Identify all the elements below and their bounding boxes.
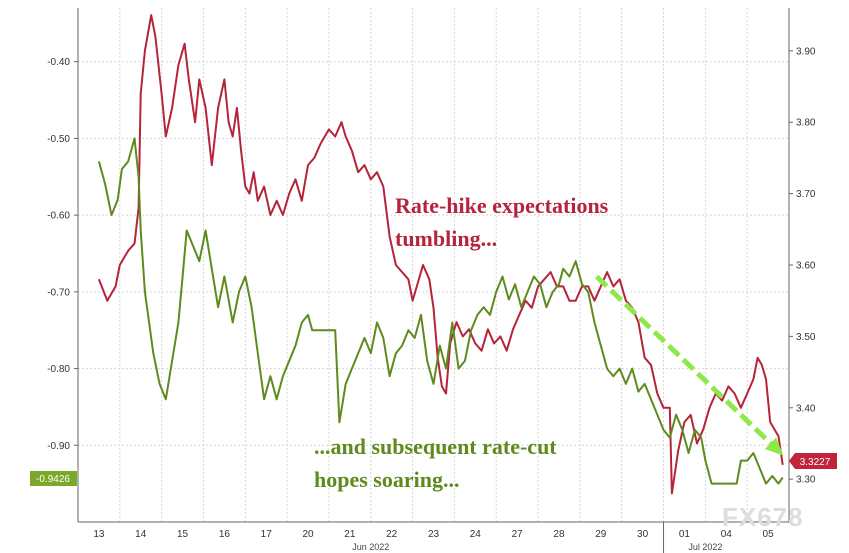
left-tick-label: -0.80 <box>47 364 70 375</box>
x-tick-label: 29 <box>595 529 607 540</box>
right-tick-label: 3.50 <box>796 332 816 343</box>
x-tick-label: 24 <box>470 529 482 540</box>
right-tick-label: 3.30 <box>796 475 816 486</box>
x-tick-label: 13 <box>93 529 105 540</box>
x-tick-label: 21 <box>344 529 356 540</box>
x-tick-label: 23 <box>428 529 440 540</box>
annotation-rate-cut-line-1: ...and subsequent rate-cut <box>314 434 557 459</box>
left-tick-label: -0.90 <box>47 441 70 452</box>
x-tick-label: 20 <box>302 529 314 540</box>
series-lines <box>97 14 784 495</box>
x-tick-label: 01 <box>679 529 691 540</box>
annotation-rate-hike-line-1: Rate-hike expectations <box>395 193 609 218</box>
series-line-left-axis <box>97 137 784 485</box>
left-tick-label: -0.50 <box>47 134 70 145</box>
trend-line <box>594 274 783 455</box>
left-badge-background <box>30 471 77 486</box>
left-badge-value: -0.9426 <box>36 474 70 485</box>
right-last-value-badge: 3.3227 <box>789 453 837 469</box>
trend-arrow <box>594 274 784 456</box>
month-label: Jul 2022 <box>688 542 722 552</box>
left-tick-label: -0.70 <box>47 287 70 298</box>
left-axis-ticks: -0.40 -0.50 -0.60 -0.70 -0.80 -0.90 <box>47 57 78 452</box>
right-tick-label: 3.90 <box>796 46 816 57</box>
x-tick-label: 17 <box>261 529 273 540</box>
x-tick-label: 16 <box>219 529 231 540</box>
x-tick-label: 04 <box>721 529 733 540</box>
annotation-rate-hike-line-2: tumbling... <box>395 226 497 251</box>
left-last-value-badge: -0.9426 <box>30 471 77 486</box>
x-tick-label: 28 <box>553 529 565 540</box>
x-tick-label: 05 <box>763 529 775 540</box>
x-axis-ticks: 13 14 15 16 17 20 21 22 23 24 27 28 29 30 01 04 05 <box>93 529 774 540</box>
series-line-right-axis <box>97 14 784 495</box>
right-badge-background <box>789 453 837 469</box>
x-tick-label: 15 <box>177 529 189 540</box>
x-tick-label: 14 <box>135 529 147 540</box>
left-tick-label: -0.40 <box>47 57 70 68</box>
trend-arrowhead <box>764 437 784 456</box>
x-tick-label: 30 <box>637 529 649 540</box>
right-tick-label: 3.70 <box>796 189 816 200</box>
annotation-rate-cut: ...and subsequent rate-cut hopes soaring… <box>314 434 562 492</box>
left-tick-label: -0.60 <box>47 211 70 222</box>
right-axis-ticks: 3.90 3.80 3.70 3.60 3.50 3.40 3.30 <box>789 46 816 486</box>
x-tick-label: 22 <box>386 529 398 540</box>
right-tick-label: 3.60 <box>796 261 816 272</box>
month-label: Jun 2022 <box>352 542 389 552</box>
annotation-rate-cut-line-2: hopes soaring... <box>314 467 459 492</box>
right-tick-label: 3.40 <box>796 403 816 414</box>
right-badge-value: 3.3227 <box>800 457 831 468</box>
x-tick-label: 27 <box>512 529 524 540</box>
right-tick-label: 3.80 <box>796 118 816 129</box>
month-labels: Jun 2022 Jul 2022 <box>352 522 722 553</box>
watermark: FX678 <box>722 502 804 532</box>
annotation-rate-hike: Rate-hike expectations tumbling... <box>395 193 614 251</box>
